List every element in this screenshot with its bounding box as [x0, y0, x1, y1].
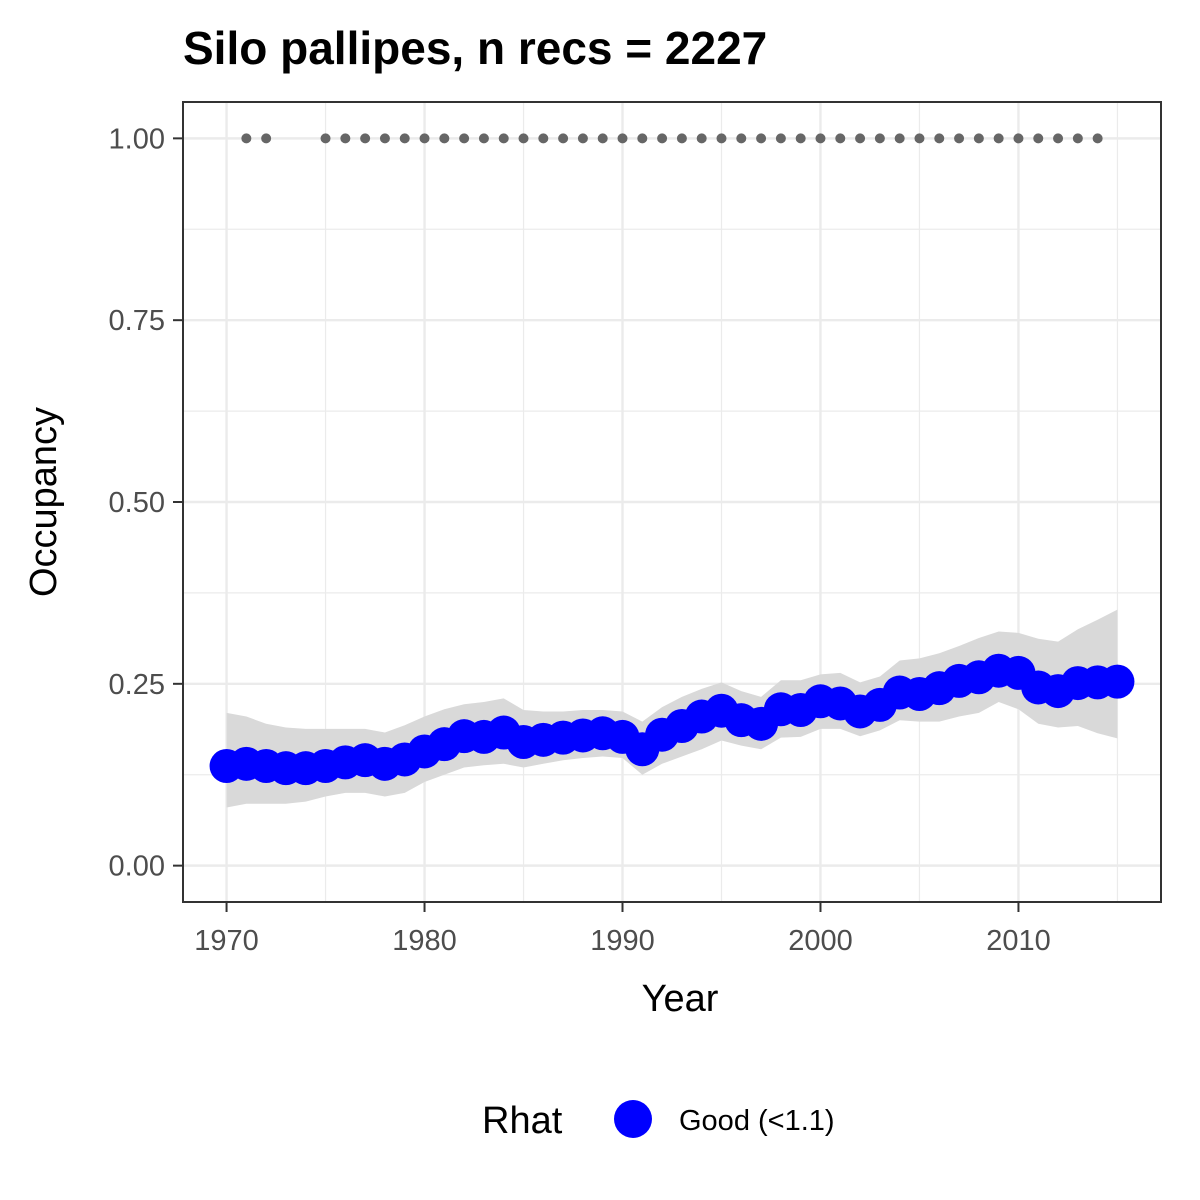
- record-dot: [379, 133, 390, 144]
- record-dot: [1053, 133, 1064, 144]
- x-tick-label: 2010: [986, 925, 1051, 957]
- record-dot: [1013, 133, 1024, 144]
- record-dot: [637, 133, 648, 144]
- record-dot: [439, 133, 450, 144]
- y-axis-title: Occupancy: [23, 407, 65, 597]
- legend-title: Rhat: [482, 1100, 563, 1142]
- x-tick-label: 2000: [788, 925, 853, 957]
- record-dot: [1072, 133, 1083, 144]
- record-dot: [736, 133, 747, 144]
- y-tick-label: 1.00: [109, 123, 165, 155]
- x-tick-label: 1990: [590, 925, 655, 957]
- y-axis: 0.00 0.25 0.50 0.75 1.00: [109, 123, 183, 883]
- record-dot: [340, 133, 351, 144]
- record-dot: [756, 133, 767, 144]
- record-dot: [696, 133, 707, 144]
- x-axis-title: Year: [642, 978, 719, 1020]
- record-dot: [795, 133, 806, 144]
- record-dot: [577, 133, 588, 144]
- record-dot: [775, 133, 786, 144]
- record-dot: [538, 133, 549, 144]
- record-dot: [973, 133, 984, 144]
- y-tick-label: 0.25: [109, 669, 165, 701]
- y-tick-label: 0.50: [109, 487, 165, 519]
- record-dot: [1092, 133, 1103, 144]
- record-dot: [676, 133, 687, 144]
- legend: Rhat Good (<1.1): [482, 1100, 835, 1142]
- record-dot: [597, 133, 608, 144]
- y-tick-label: 0.00: [109, 851, 165, 883]
- x-tick-label: 1970: [194, 925, 259, 957]
- record-dot: [835, 133, 846, 144]
- record-dot: [261, 133, 272, 144]
- record-dot: [657, 133, 668, 144]
- record-dot: [419, 133, 430, 144]
- record-dot: [399, 133, 410, 144]
- y-tick-label: 0.75: [109, 305, 165, 337]
- record-dot: [617, 133, 628, 144]
- record-dot: [518, 133, 529, 144]
- record-dots: [241, 133, 1103, 144]
- record-dot: [914, 133, 925, 144]
- record-dot: [498, 133, 509, 144]
- x-axis: 1970 1980 1990 2000 2010: [194, 902, 1051, 957]
- record-dot: [241, 133, 252, 144]
- legend-label-good: Good (<1.1): [679, 1105, 835, 1137]
- occupancy-points: [209, 653, 1135, 786]
- record-dot: [1033, 133, 1044, 144]
- record-dot: [954, 133, 965, 144]
- chart-title: Silo pallipes, n recs = 2227: [183, 22, 767, 74]
- record-dot: [934, 133, 945, 144]
- record-dot: [478, 133, 489, 144]
- occupancy-point: [1100, 664, 1135, 699]
- legend-key-good: [614, 1100, 652, 1138]
- x-tick-label: 1980: [392, 925, 457, 957]
- record-dot: [716, 133, 727, 144]
- record-dot: [894, 133, 905, 144]
- record-dot: [459, 133, 470, 144]
- record-dot: [874, 133, 885, 144]
- record-dot: [855, 133, 866, 144]
- record-dot: [993, 133, 1004, 144]
- record-dot: [360, 133, 371, 144]
- record-dot: [558, 133, 569, 144]
- record-dot: [320, 133, 331, 144]
- record-dot: [815, 133, 826, 144]
